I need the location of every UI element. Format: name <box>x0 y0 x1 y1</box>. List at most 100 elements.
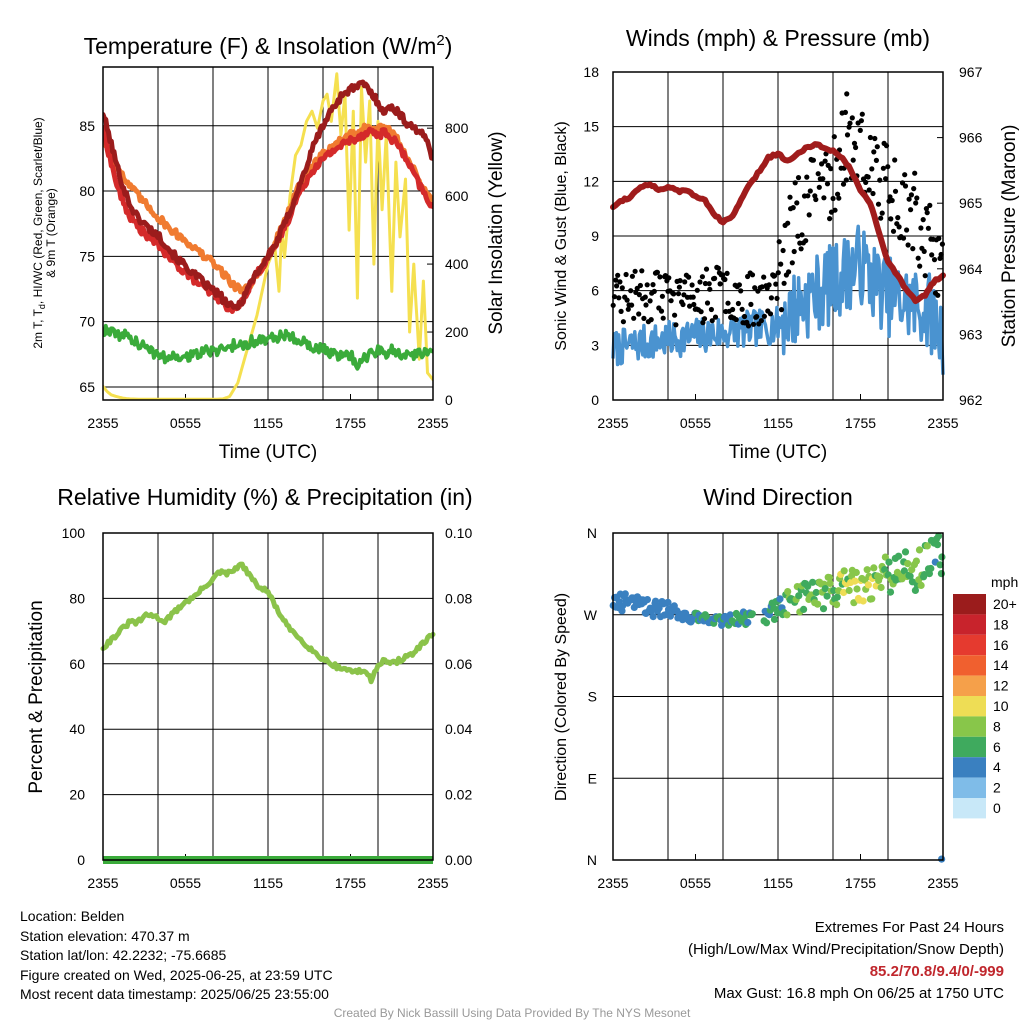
legend-label: 4 <box>993 759 1001 775</box>
y-tick-label: 65 <box>79 379 95 395</box>
gust-point <box>761 313 768 319</box>
gust-point <box>921 248 927 254</box>
legend-swatch <box>953 655 986 676</box>
panel-wind-pressure: 2355 0555 1155 1755 2355 0 3 6 9 12 15 18 962 963 964 9… <box>553 25 1020 463</box>
gust-point <box>741 313 748 320</box>
gust-point <box>623 271 629 278</box>
gust-point <box>689 282 695 288</box>
x-tick-label: 0555 <box>170 415 201 431</box>
gust-point <box>758 318 765 324</box>
gust-point <box>905 242 911 248</box>
direction-point <box>877 583 885 592</box>
gust-point <box>879 210 885 216</box>
legend-label: 10 <box>993 698 1009 714</box>
gust-point <box>843 177 849 183</box>
gust-point <box>813 196 819 203</box>
legend-swatch <box>953 716 986 737</box>
gust-point <box>660 315 666 321</box>
legend-label: 16 <box>993 637 1009 653</box>
direction-point <box>621 590 629 598</box>
y2-tick-label: 964 <box>959 261 983 277</box>
gust-point <box>707 286 713 292</box>
direction-point <box>911 586 920 595</box>
y-axis-label: Direction (Colored By Speed) <box>553 593 570 801</box>
gust-point <box>632 268 638 274</box>
gust-point <box>935 292 941 298</box>
gust-point <box>699 274 706 280</box>
gust-point <box>895 215 901 221</box>
y2-tick-label: 0.08 <box>445 590 472 606</box>
gust-point <box>619 285 625 291</box>
gust-point <box>795 233 801 239</box>
gust-point <box>832 207 838 213</box>
gust-point <box>717 281 723 287</box>
y2-tick-label: 966 <box>959 130 983 146</box>
gust-point <box>712 275 718 281</box>
direction-point <box>783 611 791 619</box>
direction-point <box>885 558 893 566</box>
plot-frame <box>102 66 434 401</box>
gust-point <box>913 200 919 206</box>
gust-point <box>736 282 743 288</box>
gust-point <box>672 312 678 318</box>
gust-point <box>778 307 785 313</box>
gust-point <box>889 197 895 204</box>
x-tick-label: 1755 <box>335 875 366 891</box>
direction-point <box>864 581 873 589</box>
y2-tick-label: 600 <box>445 188 469 204</box>
gust-point <box>654 269 661 275</box>
direction-point <box>784 588 792 596</box>
gust-point <box>920 217 926 223</box>
gust-point <box>830 195 836 202</box>
gust-point <box>865 174 871 180</box>
gust-point <box>666 275 672 281</box>
gust-point <box>827 216 833 222</box>
legend-swatch <box>953 614 986 635</box>
direction-point <box>938 553 946 561</box>
direction-point <box>850 599 858 607</box>
gust-point <box>698 309 704 315</box>
direction-point <box>853 585 861 593</box>
gust-point <box>789 260 795 266</box>
y-tick-label: S <box>588 689 597 705</box>
y-axis-label: 2m T, Td, HI/WC (Red, Green, Scarlet/Blu… <box>31 117 58 348</box>
gust-point <box>712 314 719 320</box>
legend-label: 18 <box>993 616 1009 632</box>
direction-point <box>852 568 860 577</box>
gust-point <box>911 186 917 192</box>
gust-point <box>924 210 930 216</box>
gust-point <box>937 255 943 261</box>
direction-point <box>664 598 672 607</box>
gust-point <box>815 171 821 177</box>
gust-point <box>641 315 647 321</box>
gust-point <box>614 283 620 289</box>
legend-label: 14 <box>993 657 1009 673</box>
direction-point <box>868 595 876 603</box>
extremes-panel: Extremes For Past 24 Hours (High/Low/Max… <box>688 917 1004 1005</box>
direction-point <box>851 577 859 585</box>
gust-point <box>871 149 877 155</box>
y-tick-label: N <box>587 852 597 868</box>
direction-point <box>936 561 944 569</box>
y2-tick-label: 800 <box>445 120 469 136</box>
gust-point <box>858 118 865 124</box>
gust-point <box>615 272 621 278</box>
direction-point <box>643 596 652 604</box>
direction-point <box>823 592 831 600</box>
speed-legend: mph 20+ 18 16 14 12 10 8 6 4 2 0 <box>953 574 1018 819</box>
gust-point <box>766 282 772 288</box>
gust-point <box>835 191 841 197</box>
series-line <box>103 79 433 311</box>
legend-unit: mph <box>991 574 1018 590</box>
gust-point <box>792 180 798 186</box>
gust-point <box>810 157 817 163</box>
gust-point <box>781 280 787 286</box>
gust-point <box>625 306 631 312</box>
gust-point <box>624 297 630 303</box>
gust-point <box>677 278 683 284</box>
direction-point <box>870 564 878 572</box>
gust-point <box>643 302 649 308</box>
y2-tick-label: 0.10 <box>445 525 472 541</box>
direction-point <box>821 585 829 593</box>
